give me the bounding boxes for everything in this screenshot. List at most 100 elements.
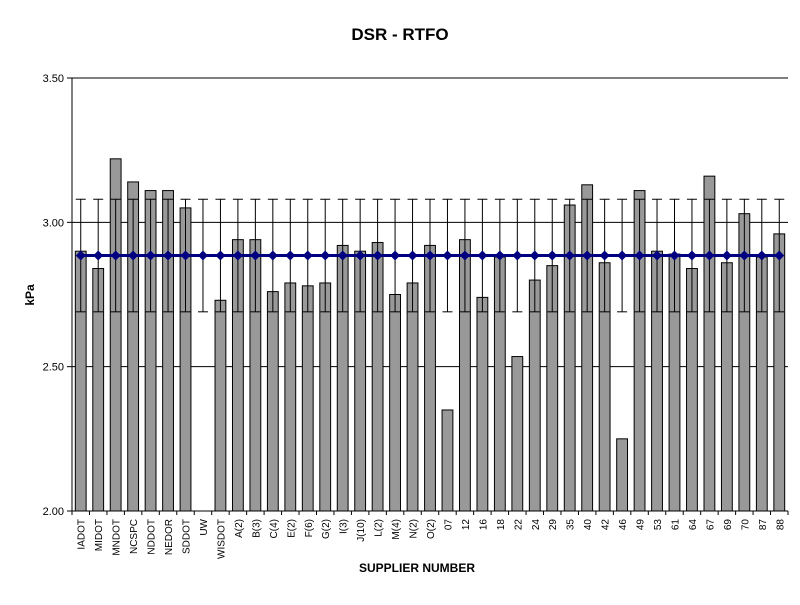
x-tick-label: NEDOR [164, 519, 175, 555]
x-tick-label: NCSPC [129, 519, 140, 554]
mean-marker [407, 250, 418, 261]
mean-marker [564, 250, 575, 261]
mean-marker [128, 250, 139, 261]
x-tick-label: IADOT [77, 519, 88, 550]
mean-marker [390, 250, 401, 261]
mean-marker [494, 250, 505, 261]
x-tick-label: 70 [740, 519, 751, 531]
mean-marker [372, 250, 383, 261]
mean-marker [774, 250, 785, 261]
x-axis-label: SUPPLIER NUMBER [359, 561, 475, 575]
bar-G(2) [319, 282, 332, 512]
bar-46 [616, 438, 629, 512]
x-tick-label: SDDOT [182, 519, 193, 554]
mean-marker [721, 250, 732, 261]
mean-marker [75, 250, 86, 261]
mean-marker [756, 250, 767, 261]
x-tick-label: MNDOT [112, 519, 123, 556]
y-axis-label: kPa [23, 284, 37, 306]
x-tick-label: 88 [775, 519, 786, 531]
mean-marker [529, 250, 540, 261]
x-tick-label: F(6) [304, 519, 315, 537]
x-tick-label: 53 [653, 519, 664, 531]
mean-marker [180, 250, 191, 261]
bar-WISDOT [214, 299, 227, 512]
x-tick-label: 46 [618, 519, 629, 531]
bar-F(6) [301, 285, 314, 512]
x-tick-label: 16 [478, 519, 489, 531]
mean-marker [459, 250, 470, 261]
x-tick-label: 42 [601, 519, 612, 531]
mean-marker [512, 250, 523, 261]
x-tick-label: NDDOT [147, 519, 158, 555]
x-tick-label: G(2) [321, 519, 332, 539]
mean-marker [110, 250, 121, 261]
x-tick-label: 64 [688, 519, 699, 531]
bar-N(2) [406, 282, 419, 512]
mean-marker [634, 250, 645, 261]
bar-E(2) [284, 282, 297, 512]
x-tick-label: 49 [636, 519, 647, 531]
mean-marker [442, 250, 453, 261]
x-tick-label: 87 [758, 519, 769, 531]
mean-marker [93, 250, 104, 261]
mean-marker [617, 250, 628, 261]
x-tick-label: C(4) [269, 519, 280, 538]
x-tick-label: WISDOT [216, 519, 227, 559]
mean-marker [704, 250, 715, 261]
x-tick-label: A(2) [234, 519, 245, 538]
mean-marker [739, 250, 750, 261]
mean-marker [232, 250, 243, 261]
mean-marker [302, 250, 313, 261]
mean-marker [582, 250, 593, 261]
mean-marker [669, 250, 680, 261]
bar-16 [476, 296, 489, 512]
mean-marker [163, 250, 174, 261]
mean-marker [197, 250, 208, 261]
y-tick-label: 2.50 [43, 362, 64, 374]
mean-marker [215, 250, 226, 261]
x-tick-label: I(3) [339, 519, 350, 534]
mean-marker [599, 250, 610, 261]
mean-marker [477, 250, 488, 261]
x-tick-label: M(4) [391, 519, 402, 540]
mean-marker [425, 250, 435, 261]
mean-marker [355, 250, 366, 261]
x-tick-label: 61 [670, 519, 681, 531]
x-tick-label: MIDOT [94, 519, 105, 551]
bar-C(4) [266, 291, 279, 512]
x-tick-label: 12 [461, 519, 472, 531]
x-tick-label: UW [199, 518, 210, 535]
mean-marker [320, 250, 331, 261]
chart-title: DSR - RTFO [351, 25, 448, 44]
x-tick-label: 35 [566, 519, 577, 531]
x-tick-label: J(10) [356, 519, 367, 542]
mean-marker [285, 250, 296, 261]
x-tick-label: L(2) [374, 519, 385, 537]
x-tick-label: 07 [443, 519, 454, 531]
mean-marker [250, 250, 261, 261]
x-tick-label: 40 [583, 519, 594, 531]
mean-marker [145, 250, 156, 261]
y-tick-label: 3.00 [43, 217, 64, 229]
mean-marker [547, 250, 558, 261]
bar-24 [528, 279, 541, 512]
bar-22 [511, 356, 524, 512]
y-tick-label: 2.00 [43, 506, 64, 518]
mean-marker [652, 250, 663, 261]
x-tick-label: 67 [705, 519, 716, 531]
x-tick-label: 69 [723, 519, 734, 531]
x-tick-label: E(2) [286, 519, 297, 538]
x-tick-label: 29 [548, 519, 559, 531]
mean-marker [337, 250, 348, 261]
x-tick-label: O(2) [426, 519, 437, 539]
x-tick-label: 18 [496, 519, 507, 531]
x-tick-label: 24 [531, 519, 542, 531]
mean-marker [267, 250, 278, 261]
x-tick-label: B(3) [251, 519, 262, 538]
x-tick-label: N(2) [409, 519, 420, 538]
y-tick-label: 3.50 [43, 73, 64, 85]
bar-M(4) [389, 294, 401, 512]
